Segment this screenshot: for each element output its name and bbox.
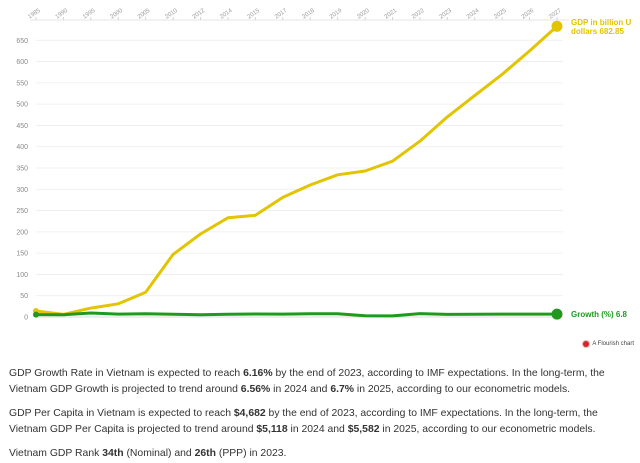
x-tick-label: 2019 [329,8,344,21]
y-tick-label: 200 [16,229,28,236]
x-tick-label: 2022 [411,8,426,21]
series-start-point[interactable] [33,311,39,318]
series-end-point[interactable] [551,308,563,320]
x-tick-label: 2024 [466,8,481,21]
credit-text: A Flourish chart [592,341,634,347]
series-lines [33,20,563,320]
growth-paragraph: GDP Growth Rate in Vietnam is expected t… [9,366,631,397]
x-axis-ticks: 1985 1990 1995 2000 2005 2010 2012 2014 2015 2017… [27,8,563,21]
series-end-label: dollars 682.85 [571,27,624,36]
y-axis-ticks: 0 50 100 150 200 250 300 350 400 450 500 550 600 650 [16,38,28,322]
y-tick-label: 450 [16,123,28,130]
y-tick-label: 550 [16,80,28,87]
x-tick-label: 1990 [55,8,70,21]
ppp-rank-value: 26th [194,448,216,459]
text-run: by the end of 2023, according to IMF exp… [9,408,598,435]
rank-paragraph: Vietnam GDP Rank 34th (Nominal) and 26th… [9,446,631,462]
text-run: Vietnam GDP Rank [9,448,103,459]
x-tick-label: 2015 [247,8,262,21]
y-tick-label: 400 [16,144,28,151]
x-tick-label: 1985 [27,8,42,21]
x-tick-label: 1995 [82,8,97,21]
y-tick-label: 150 [16,251,28,258]
y-tick-label: 0 [24,315,28,322]
x-tick-label: 2025 [493,8,508,21]
text-run: in 2024 and [270,383,331,395]
x-tick-label: 2023 [439,8,454,21]
x-tick-label: 2020 [356,8,371,21]
per-capita-2024-value: $5,118 [256,423,288,435]
gridlines [30,19,569,318]
y-tick-label: 50 [20,293,28,300]
x-tick-label: 2026 [521,8,536,21]
text-run: in 2025, according to our econometric mo… [354,383,571,395]
text-run: (Nominal) and [123,448,195,459]
y-tick-label: 650 [16,38,28,45]
text-run: GDP Per Capita in Vietnam is expected to… [9,408,234,419]
flourish-logo-icon [583,341,590,347]
growth-2025-value: 6.7% [330,383,355,395]
y-tick-label: 250 [16,208,28,215]
growth-2023-value: 6.16% [243,368,273,379]
series-line [34,311,559,318]
line-chart: 1985 1990 1995 2000 2005 2010 2012 2014 2015 2017… [16,8,632,322]
y-tick-label: 350 [16,166,28,173]
per-capita-2023-value: $4,682 [233,408,266,419]
text-run: (PPP) in 2023. [215,448,287,459]
series-end-label: Growth (%) 6.8 [571,310,628,319]
growth-2024-value: 6.56% [240,383,271,395]
y-tick-label: 500 [16,102,28,109]
x-tick-label: 2000 [109,8,124,21]
x-tick-label: 2010 [164,8,179,21]
x-tick-label: 2027 [548,8,563,21]
x-tick-label: 2017 [274,8,289,21]
x-tick-label: 2018 [301,8,316,21]
series-end-point[interactable] [551,20,563,32]
flourish-credit[interactable]: A Flourish chart [583,341,634,347]
text-run: by the end of 2023, according to IMF exp… [9,368,605,395]
x-tick-label: 2005 [137,8,152,21]
per-capita-2025-value: $5,582 [347,423,380,435]
y-tick-label: 300 [16,187,28,194]
y-tick-label: 100 [16,272,28,279]
per-capita-paragraph: GDP Per Capita in Vietnam is expected to… [9,406,631,437]
series-end-label: GDP in billion U [571,18,632,27]
y-tick-label: 600 [16,59,28,66]
x-tick-label: 2012 [192,8,207,21]
x-tick-label: 2021 [384,8,399,21]
text-run: GDP Growth Rate in Vietnam is expected t… [9,368,244,379]
text-run: in 2024 and [287,423,348,435]
x-tick-label: 2014 [219,8,234,21]
nominal-rank-value: 34th [102,448,124,459]
series-line [34,24,559,316]
text-run: in 2025, according to our econometric mo… [379,423,596,435]
